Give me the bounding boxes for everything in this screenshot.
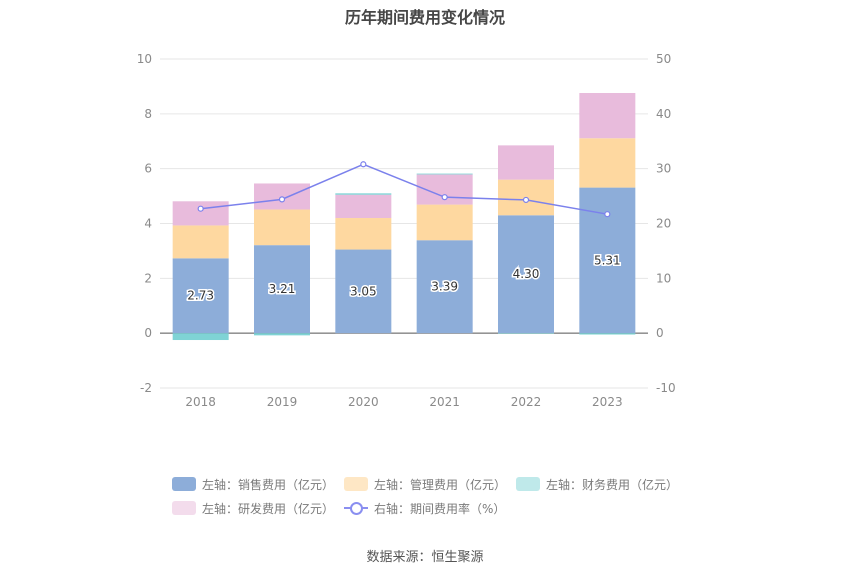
left-tick-label: 6 [144,162,152,176]
bar-value-label: 3.39 [431,280,458,294]
legend-item-rnd[interactable]: 左轴：研发费用（亿元） [172,500,344,517]
legend-item-admin[interactable]: 左轴：管理费用（亿元） [344,476,516,493]
bar-admin [579,138,636,188]
data-source: 数据来源：恒生聚源 [366,550,484,565]
bar-finance [254,333,310,336]
left-tick-label: 8 [144,107,152,121]
rate-point [441,194,448,201]
bar-value-label: 3.21 [269,282,296,296]
legend: 左轴：销售费用（亿元） 左轴：管理费用（亿元） 左轴：财务费用（亿元） 左轴：研… [172,472,692,520]
bar-value-label: 2.73 [187,289,214,303]
bars [172,92,636,341]
legend-swatch-sales [172,477,196,491]
bar-rnd [579,92,636,139]
legend-label-admin: 左轴：管理费用（亿元） [374,477,507,492]
bar-finance [498,333,554,334]
legend-item-rate[interactable]: 右轴：期间费用率（%） [344,500,516,517]
rate-point [522,196,530,204]
bar-finance [172,333,229,341]
bar-finance [579,333,636,335]
right-axis-ticks: 50 40 30 20 10 0 -10 [656,52,676,395]
bar-sales [172,258,229,334]
bar-admin [416,204,473,241]
right-tick-label: 50 [656,52,671,66]
grid-lines [160,58,648,389]
x-axis-ticks: 2018 2019 2020 2021 2022 2023 [185,395,622,409]
bar-value-label: 5.31 [594,253,621,267]
legend-swatch-admin [344,477,368,491]
bar-value-label: 4.30 [513,267,540,281]
left-axis-ticks: 10 8 6 4 2 0 -2 [137,52,152,395]
x-tick-label: 2022 [511,395,542,409]
legend-swatch-rnd [172,501,196,515]
right-tick-label: 10 [656,271,671,285]
rate-point [360,161,367,168]
bar-value-label: 3.05 [350,284,377,298]
bar-rnd [335,194,392,219]
right-tick-label: 20 [656,217,671,231]
bar-admin [254,209,310,246]
right-tick-label: 40 [656,107,671,121]
left-tick-label: -2 [140,381,152,395]
bar-sales [335,249,392,334]
legend-label-rate: 右轴：期间费用率（%） [374,501,506,516]
rate-point [604,211,611,218]
legend-item-finance[interactable]: 左轴：财务费用（亿元） [516,476,688,493]
rate-line [197,161,611,218]
bar-rnd [172,201,229,226]
bar-value-labels: 2.73 3.21 3.05 3.39 4.30 5.31 [186,252,622,304]
chart-title: 历年期间费用变化情况 [344,8,505,27]
bar-sales [498,215,554,334]
bar-rnd [498,145,554,180]
bar-admin [335,218,392,250]
legend-label-finance: 左轴：财务费用（亿元） [546,477,679,492]
legend-swatch-rate [344,501,368,515]
legend-label-sales: 左轴：销售费用（亿元） [202,477,335,492]
left-tick-label: 4 [144,217,152,231]
legend-swatch-finance [516,477,540,491]
bar-finance [416,173,473,175]
bar-sales [254,245,310,334]
right-tick-label: -10 [656,381,676,395]
legend-label-rnd: 左轴：研发费用（亿元） [202,501,335,516]
rate-point [197,205,204,212]
x-tick-label: 2023 [592,395,623,409]
left-tick-label: 10 [137,52,152,66]
x-tick-label: 2019 [267,395,298,409]
rate-polyline [200,163,608,215]
left-tick-label: 2 [144,271,152,285]
bar-admin [172,225,229,259]
x-tick-label: 2021 [429,395,460,409]
bar-finance [335,193,392,195]
rate-point [278,196,286,203]
right-tick-label: 30 [656,162,671,176]
x-tick-label: 2018 [185,395,216,409]
right-tick-label: 0 [656,326,664,340]
bar-sales [416,240,473,334]
left-tick-label: 0 [144,326,152,340]
x-tick-label: 2020 [348,395,379,409]
legend-item-sales[interactable]: 左轴：销售费用（亿元） [172,476,344,493]
